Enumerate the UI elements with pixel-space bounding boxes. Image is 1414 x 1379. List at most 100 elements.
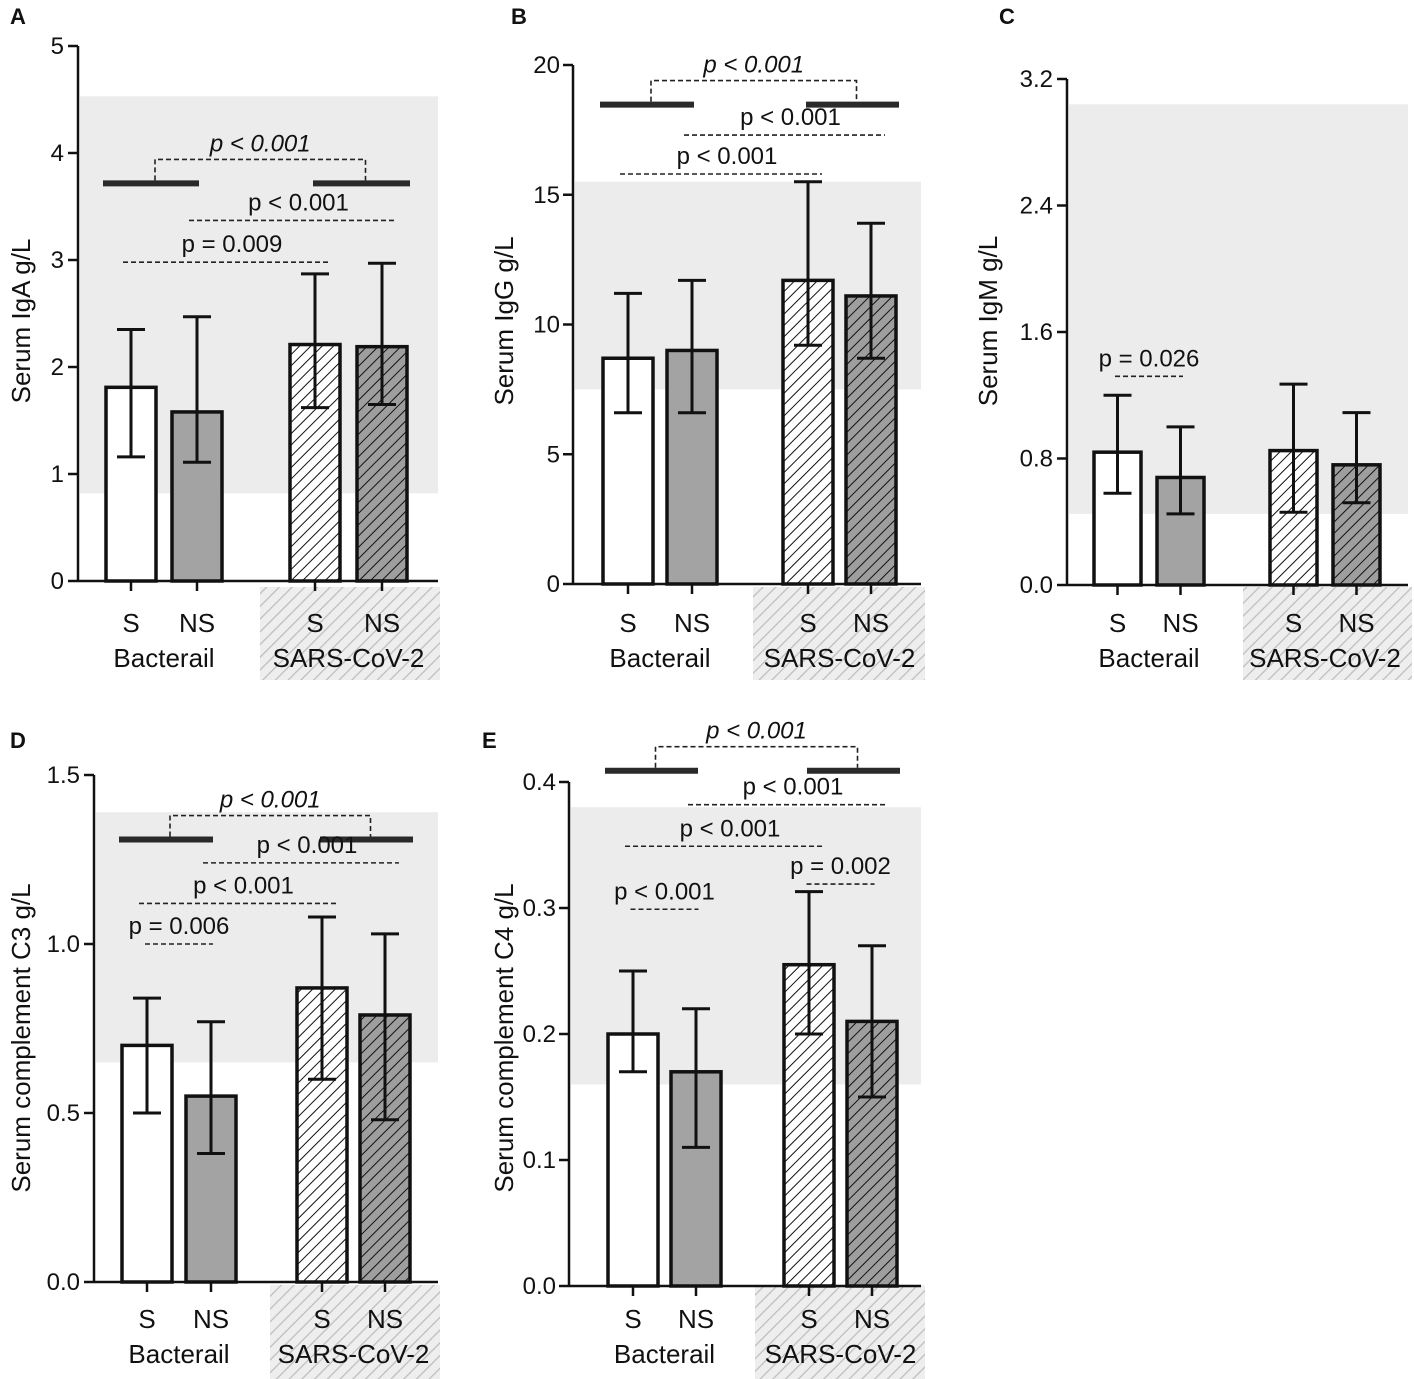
p-value-label: p < 0.001: [740, 104, 841, 131]
group-label-sars-cov-2: SARS-CoV-2: [273, 643, 425, 673]
p-value-label: p < 0.001: [614, 878, 715, 905]
y-tick-label: 0.8: [1020, 446, 1053, 473]
bar-3: [782, 962, 836, 1288]
panel-c: C 0.0 0.8 1.6 2.4 3.2 S NS S NS Bacterail SARS-CoV-…: [973, 4, 1412, 680]
significance-annotation: p < 0.001: [688, 774, 886, 806]
category-label: NS: [179, 608, 215, 638]
category-label: S: [1285, 608, 1302, 638]
y-tick-label: 10: [533, 312, 560, 339]
p-value-label: p < 0.001: [209, 130, 311, 157]
y-tick-label: 1.5: [47, 762, 80, 789]
y-tick-label: 0.4: [523, 769, 556, 796]
panel-letter: B: [511, 4, 527, 29]
y-tick-label: 0.0: [1020, 572, 1053, 599]
category-label: S: [1109, 608, 1126, 638]
category-label: S: [799, 608, 816, 638]
p-value-label: p < 0.001: [743, 774, 844, 801]
y-tick-label: 3: [51, 247, 64, 274]
significance-annotation: p = 0.009: [123, 231, 329, 263]
y-tick-label: 4: [51, 140, 64, 167]
y-axis-title: Serum IgA g/L: [6, 239, 36, 404]
category-label: S: [138, 1304, 155, 1334]
category-label: S: [624, 1304, 641, 1334]
category-label: S: [306, 608, 323, 638]
reference-range-band: [1069, 104, 1408, 514]
bracket-dashed: [169, 814, 372, 837]
bracket-dashed: [154, 158, 367, 181]
y-tick-label: 0.0: [523, 1273, 556, 1300]
significance-annotation: p < 0.001: [139, 872, 336, 905]
y-tick-label: 1: [51, 461, 64, 488]
y-tick-label: 0.3: [523, 895, 556, 922]
category-label: S: [122, 608, 139, 638]
p-value-label: p < 0.001: [680, 815, 781, 842]
significance-annotation: p < 0.001: [203, 832, 399, 864]
p-value-label: p < 0.001: [248, 189, 349, 216]
panel-letter: A: [10, 4, 26, 29]
category-label: S: [800, 1304, 817, 1334]
y-axis-title: Serum complement C3 g/L: [6, 883, 36, 1192]
y-tick-label: 1.0: [47, 931, 80, 958]
p-value-label: p < 0.001: [702, 52, 804, 79]
y-tick-label: 0.5: [47, 1100, 80, 1127]
bracket-dashed: [650, 79, 858, 102]
group-label-sars-cov-2: SARS-CoV-2: [764, 643, 916, 673]
group-label-sars-cov-2: SARS-CoV-2: [278, 1339, 430, 1369]
p-value-label: p = 0.006: [129, 913, 230, 940]
panel-b: B 0 5 10 15 20 S NS S NS Bacterail SARS-CoV-2 Serum …: [489, 4, 925, 680]
panel-letter: E: [482, 728, 497, 753]
y-tick-label: 5: [51, 33, 64, 60]
group-label-sars-cov-2: SARS-CoV-2: [765, 1339, 917, 1369]
p-value-label: p < 0.001: [257, 832, 358, 859]
p-value-label: p = 0.002: [790, 853, 891, 880]
category-label: NS: [193, 1304, 229, 1334]
significance-annotation: p < 0.001: [614, 878, 715, 911]
p-value-label: p = 0.009: [182, 231, 283, 258]
p-value-label: p = 0.026: [1099, 345, 1200, 372]
panel-a: A 0 1 2 3 4 5 S NS S NS Bacterail SARS-CoV-2 Serum Ig…: [6, 4, 440, 680]
significance-annotation: p = 0.002: [790, 853, 891, 885]
category-label: NS: [364, 608, 400, 638]
significance-annotation: p < 0.001: [103, 130, 410, 187]
significance-annotation: p < 0.001: [189, 189, 396, 222]
panel-d: D 0.0 0.5 1.0 1.5 S NS S NS Bacterail SARS-CoV-2 Se…: [6, 728, 440, 1379]
group-label-bacterial: Bacterail: [614, 1339, 715, 1369]
significance-annotation: p < 0.001: [605, 718, 900, 774]
y-tick-label: 20: [533, 52, 560, 79]
category-label: NS: [1338, 608, 1374, 638]
group-label-sars-cov-2: SARS-CoV-2: [1249, 643, 1401, 673]
group-label-bacterial: Bacterail: [609, 643, 710, 673]
category-label: NS: [678, 1304, 714, 1334]
p-value-label: p < 0.001: [705, 718, 807, 745]
y-tick-label: 0.1: [523, 1147, 556, 1174]
group-label-hatch: [260, 587, 440, 680]
y-tick-label: 0.0: [47, 1269, 80, 1296]
p-value-label: p < 0.001: [677, 143, 778, 170]
y-axis-title: Serum IgM g/L: [973, 236, 1003, 407]
group-label-hatch: [1243, 587, 1412, 680]
y-axis-title: Serum IgG g/L: [489, 236, 519, 405]
group-label-hatch: [270, 1285, 440, 1379]
category-label: NS: [854, 1304, 890, 1334]
panel-letter: D: [10, 728, 26, 753]
y-tick-label: 2: [51, 354, 64, 381]
category-label: S: [313, 1304, 330, 1334]
panel-e: E 0.0 0.1 0.2 0.3 0.4 S NS S NS Bacterail SARS-CoV-…: [482, 718, 925, 1379]
y-tick-label: 0: [547, 571, 560, 598]
y-tick-label: 3.2: [1020, 66, 1053, 93]
category-label: NS: [853, 608, 889, 638]
significance-annotation: p < 0.001: [119, 787, 413, 843]
p-value-label: p < 0.001: [219, 787, 321, 814]
y-axis-title: Serum complement C4 g/L: [489, 883, 519, 1192]
significance-annotation: p < 0.001: [620, 143, 822, 175]
category-label: NS: [1162, 608, 1198, 638]
group-label-bacterial: Bacterail: [128, 1339, 229, 1369]
category-label: NS: [674, 608, 710, 638]
y-tick-label: 1.6: [1020, 319, 1053, 346]
significance-annotation: p < 0.001: [600, 52, 899, 108]
p-value-label: p < 0.001: [193, 872, 294, 899]
y-tick-label: 0: [51, 568, 64, 595]
category-label: NS: [367, 1304, 403, 1334]
group-label-bacterial: Bacterail: [1098, 643, 1199, 673]
